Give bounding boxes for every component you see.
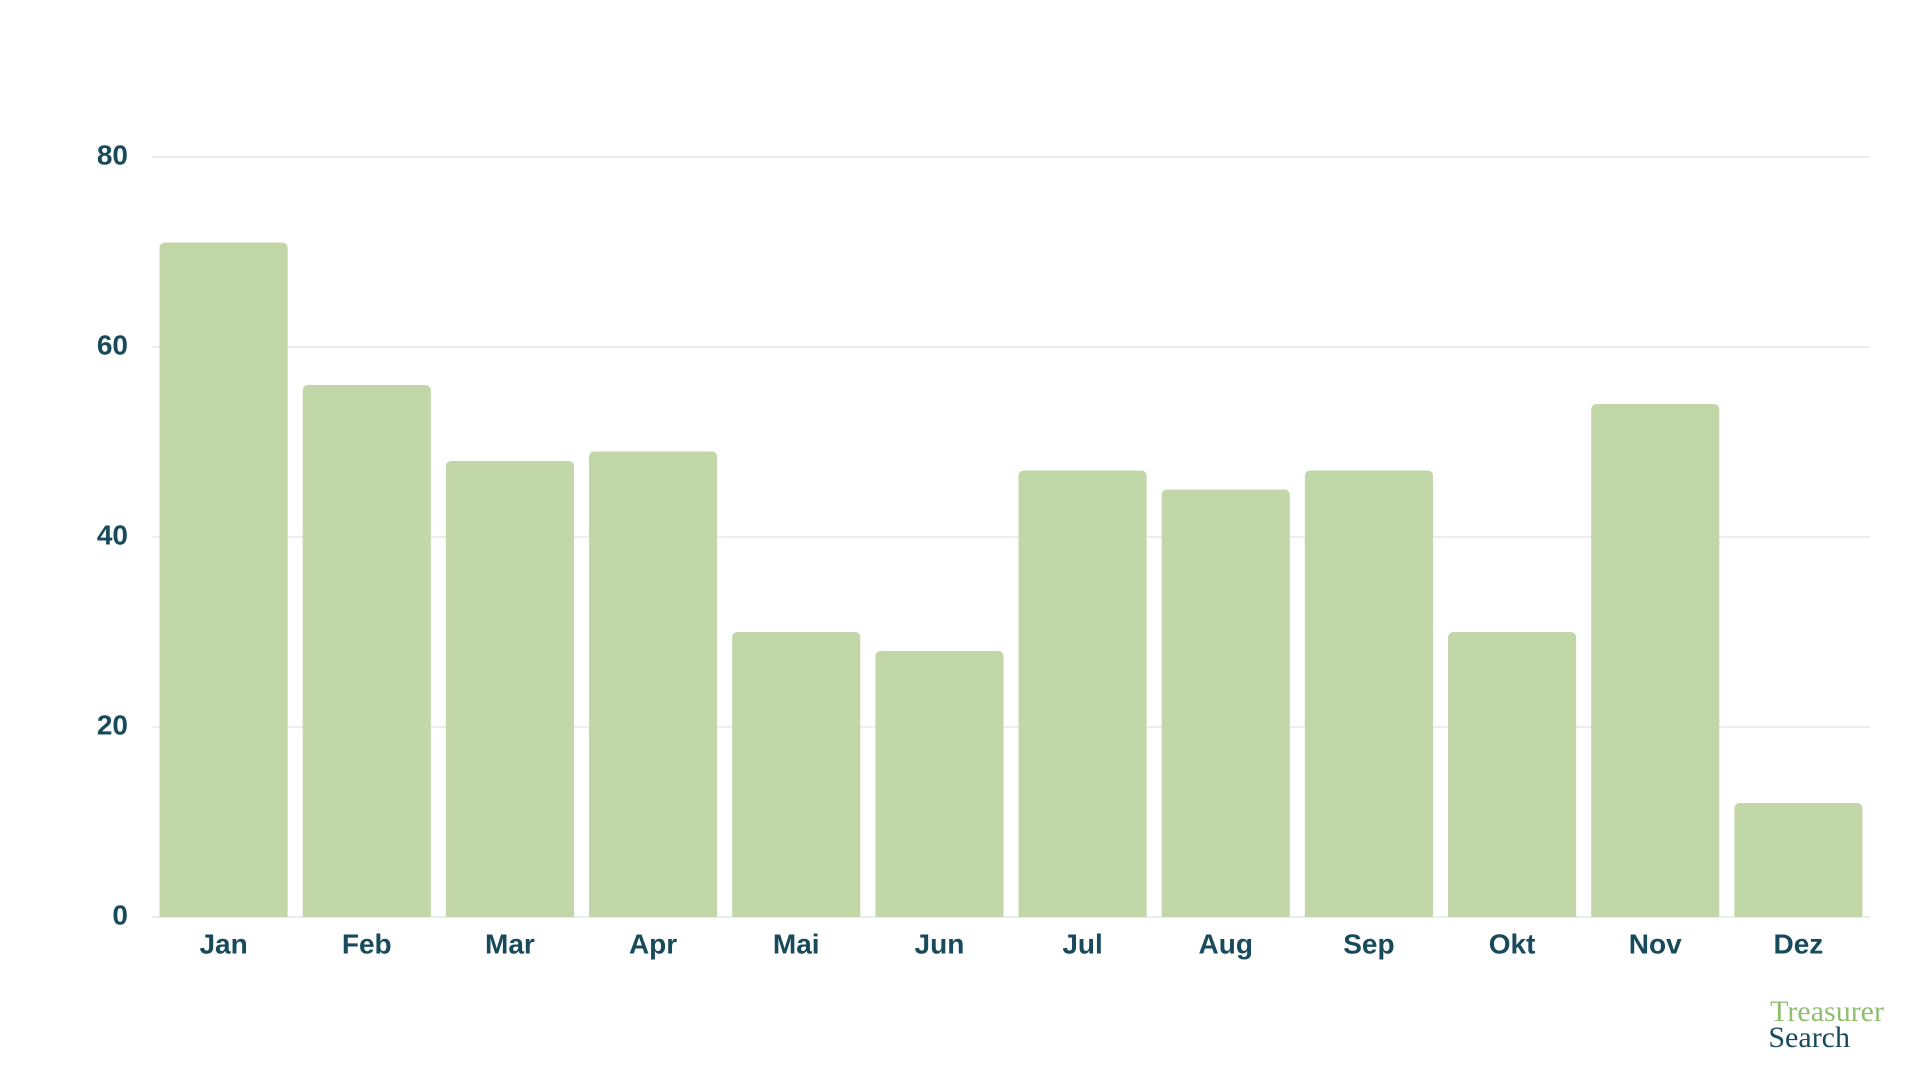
x-tick-label: Dez bbox=[1774, 928, 1824, 959]
x-tick-label: Okt bbox=[1489, 928, 1536, 959]
x-tick-label: Jul bbox=[1062, 928, 1102, 959]
x-tick-label: Mai bbox=[773, 928, 820, 959]
bar bbox=[1448, 632, 1577, 917]
logo-line1: Treasurer bbox=[1770, 995, 1884, 1028]
y-tick-label: 80 bbox=[97, 139, 128, 170]
bar bbox=[1304, 470, 1433, 917]
x-tick-label: Mar bbox=[485, 928, 535, 959]
y-tick-label: 60 bbox=[97, 329, 128, 360]
x-tick-label: Nov bbox=[1629, 928, 1682, 959]
y-tick-label: 0 bbox=[112, 899, 128, 930]
bar bbox=[1161, 489, 1290, 917]
bar bbox=[302, 385, 431, 917]
x-tick-label: Aug bbox=[1199, 928, 1253, 959]
bar bbox=[159, 242, 288, 917]
bar bbox=[732, 632, 861, 917]
x-tick-label: Jan bbox=[199, 928, 247, 959]
bar bbox=[875, 651, 1004, 917]
bar bbox=[1018, 470, 1147, 917]
bar bbox=[1591, 404, 1720, 917]
y-tick-label: 20 bbox=[97, 709, 128, 740]
x-tick-label: Sep bbox=[1343, 928, 1394, 959]
x-tick-label: Feb bbox=[342, 928, 392, 959]
bar bbox=[445, 461, 574, 917]
y-tick-label: 40 bbox=[97, 519, 128, 550]
x-tick-label: Apr bbox=[629, 928, 677, 959]
bar bbox=[1734, 803, 1863, 917]
bar bbox=[589, 451, 718, 917]
logo-line2: Search bbox=[1768, 1021, 1850, 1054]
x-tick-label: Jun bbox=[915, 928, 965, 959]
